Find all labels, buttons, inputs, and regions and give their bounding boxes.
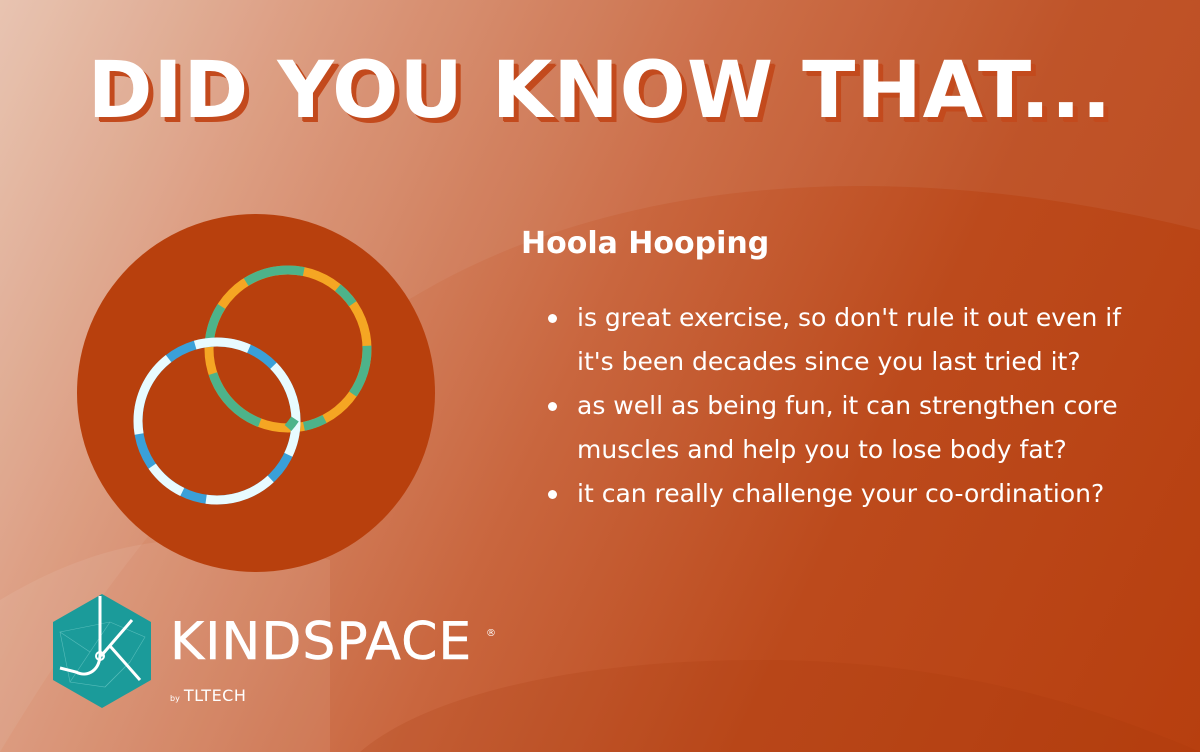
byline-by: by (170, 694, 180, 703)
fact-text: as well as being fun, it can strengthen … (577, 391, 1118, 464)
list-item: as well as being fun, it can strengthen … (545, 384, 1145, 472)
bullet-icon (548, 402, 557, 411)
list-item: it can really challenge your co-ordinati… (545, 472, 1145, 516)
registered-mark: ® (486, 628, 496, 639)
brand-name: KINDSPACE (170, 612, 473, 673)
kindspace-logo-icon (53, 594, 151, 708)
facts-list: is great exercise, so don't rule it out … (545, 296, 1145, 516)
bullet-icon (548, 314, 557, 323)
parent-brand: TLTECH (183, 686, 247, 705)
list-item: is great exercise, so don't rule it out … (545, 296, 1145, 384)
topic-heading: Hoola Hooping (521, 226, 770, 261)
fact-text: it can really challenge your co-ordinati… (577, 479, 1105, 508)
fact-text: is great exercise, so don't rule it out … (577, 303, 1122, 376)
bullet-icon (548, 490, 557, 499)
headline: DID YOU KNOW THAT... (87, 46, 1113, 136)
brand-byline: by TLTECH (170, 686, 246, 705)
hula-hoops-icon (77, 214, 435, 572)
